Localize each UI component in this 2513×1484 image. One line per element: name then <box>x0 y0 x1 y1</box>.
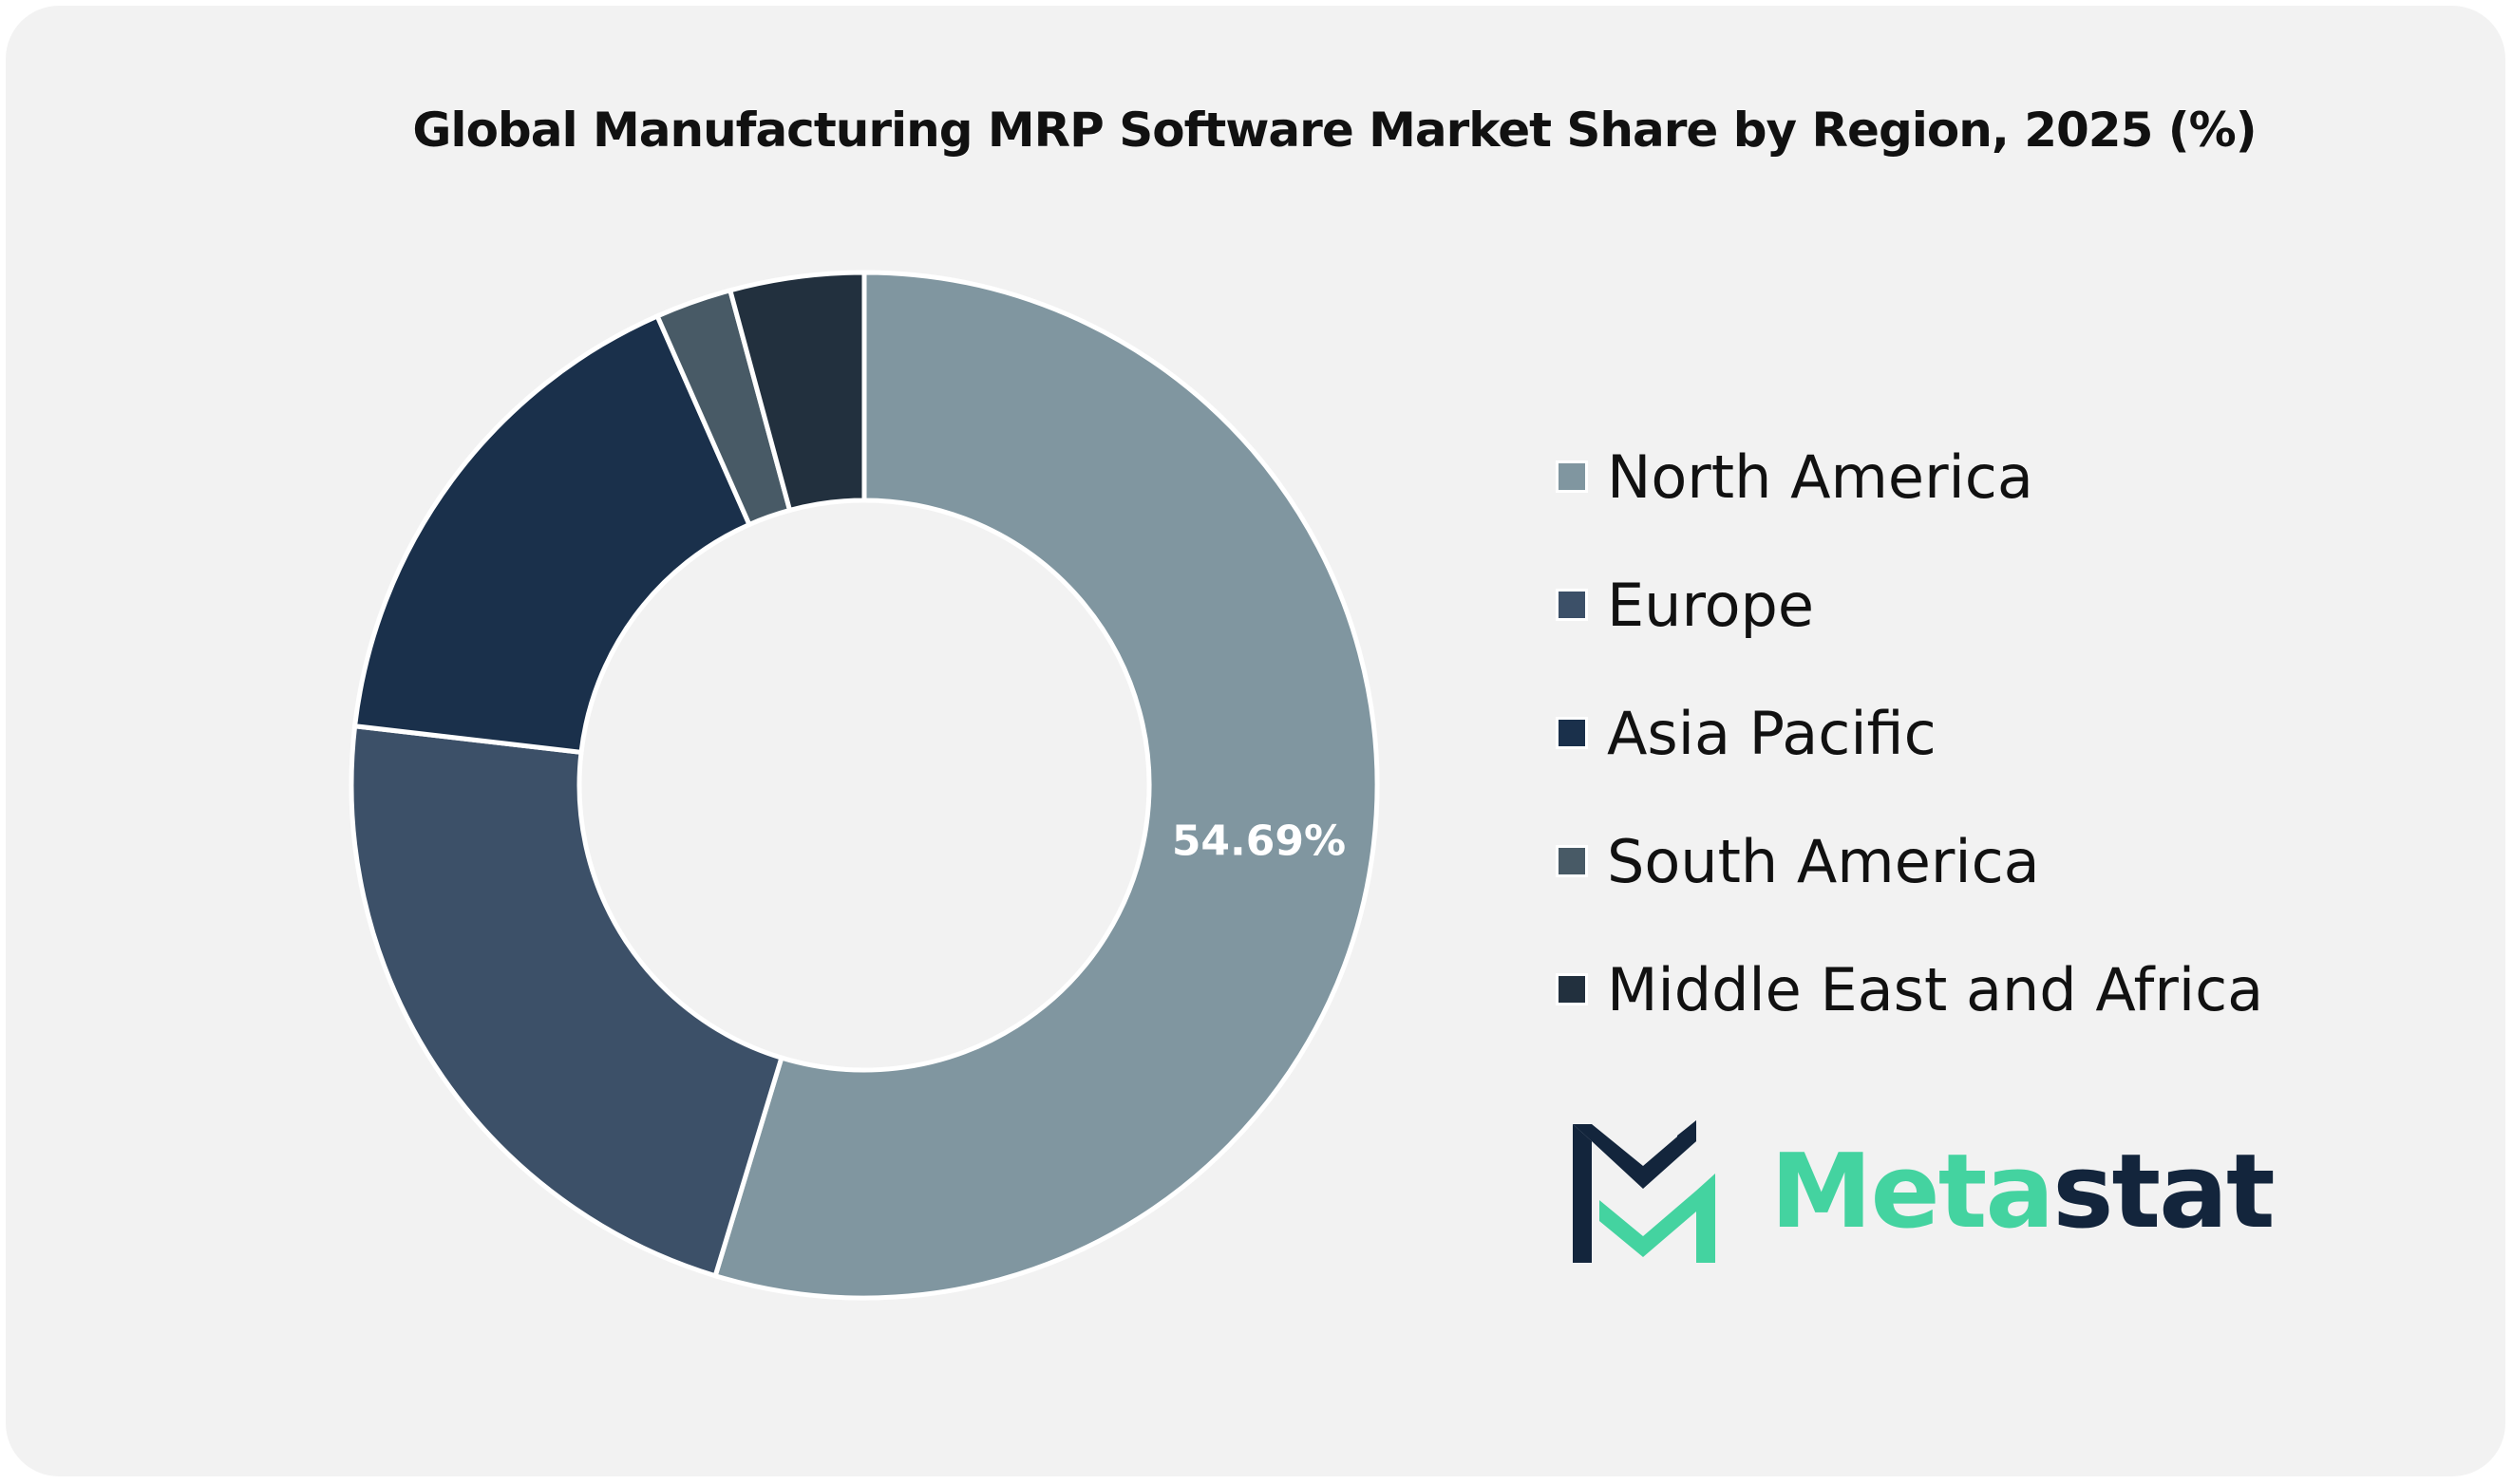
legend-swatch <box>1556 717 1588 749</box>
legend-label: Asia Pacific <box>1607 698 1937 768</box>
donut-slice-europe <box>349 723 784 1279</box>
legend-item-europe: Europe <box>1556 571 1814 640</box>
logo-wordmark: Metastat <box>1770 1141 2276 1244</box>
chart-title: Global Manufacturing MRP Software Market… <box>412 103 2257 158</box>
legend-swatch <box>1556 460 1588 493</box>
data-label-north-america: 54.69% <box>1172 817 1346 866</box>
legend-item-asia-pacific: Asia Pacific <box>1556 699 1937 768</box>
legend-label: South America <box>1607 826 2040 896</box>
logo-wordmark-meta: Meta <box>1770 1133 2054 1251</box>
metastat-logo: Metastat <box>1567 1120 2276 1272</box>
logo-mark-dark-right <box>1677 1120 1696 1156</box>
logo-mark-dark-v <box>1573 1120 1696 1189</box>
legend-swatch <box>1556 589 1588 621</box>
legend-item-north-america: North America <box>1556 442 2033 512</box>
legend-item-middle-east-and-africa: Middle East and Africa <box>1556 955 2263 1024</box>
legend-label: Middle East and Africa <box>1607 954 2264 1024</box>
legend-swatch <box>1556 845 1588 877</box>
donut-slice-middle-east-and-africa <box>727 270 867 514</box>
logo-mark-green <box>1599 1174 1715 1263</box>
logo-mark-dark <box>1573 1124 1592 1263</box>
donut-slice-asia-pacific <box>351 312 753 756</box>
legend-label: North America <box>1607 441 2033 512</box>
logo-wordmark-stat: stat <box>2052 1133 2275 1251</box>
donut-slice-north-america <box>712 270 1380 1301</box>
legend-label: Europe <box>1607 570 1815 640</box>
legend-swatch <box>1556 973 1588 1005</box>
metastat-logo-mark <box>1573 1120 1715 1263</box>
donut-chart: 54.69% <box>349 270 1380 1301</box>
legend-item-south-america: South America <box>1556 827 2040 896</box>
